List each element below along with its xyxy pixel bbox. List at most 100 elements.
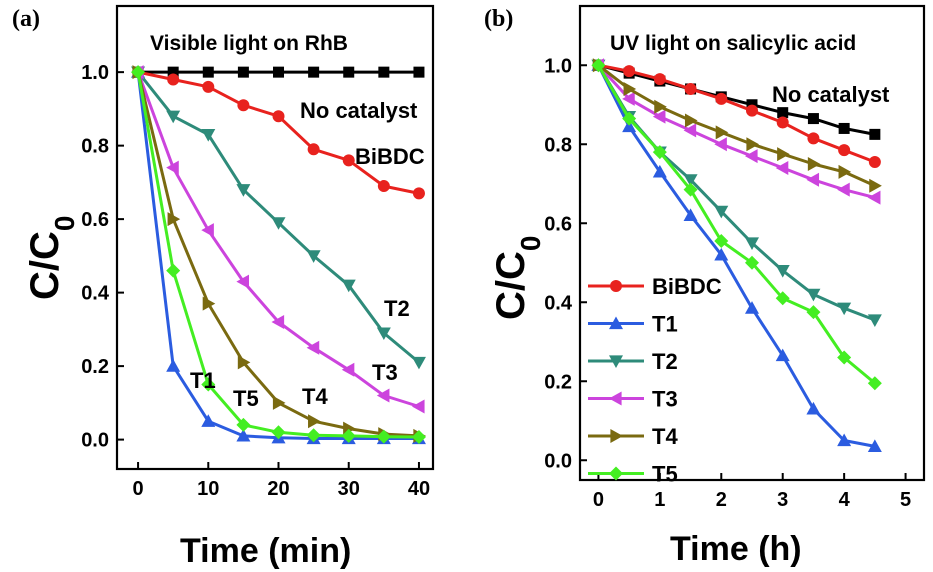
- data-point-t2: [775, 265, 790, 278]
- panel-a: (a) Visible light on RhB 0.0 0.2 0.4 0.6 0.8…: [12, 4, 435, 570]
- data-point-t5: [376, 429, 391, 444]
- panel-b-series: [591, 58, 882, 453]
- panel-a-y-ticks: 0.0 0.2 0.4 0.6 0.8 1.0: [81, 62, 124, 452]
- data-point-bibdc: [167, 73, 180, 86]
- x-tick-label: 3: [777, 489, 788, 511]
- panel-a-annot-t1: T1: [190, 368, 216, 393]
- data-point-t3: [775, 160, 789, 175]
- panel-b-label: (b): [484, 6, 513, 32]
- data-point-t4: [654, 99, 667, 114]
- panel-a-title: Visible light on RhB: [150, 32, 348, 55]
- panel-b-y-label: C/C0: [489, 236, 546, 320]
- series-bibdc: [132, 66, 425, 200]
- panel-b-legend: BiBDC T1 T2 T3 T4 T5: [588, 274, 722, 487]
- data-point-t5: [652, 145, 667, 160]
- y-tick-label: 0.0: [81, 430, 109, 452]
- y-tick-label: 0.6: [544, 213, 572, 235]
- y-tick-label: 0.4: [544, 292, 573, 314]
- series-t4: [132, 65, 426, 443]
- x-tick-label: 1: [654, 489, 665, 511]
- series-line-t3: [597, 64, 876, 200]
- legend-marker-t4: [610, 429, 623, 443]
- series-line-t1: [597, 64, 876, 448]
- y-tick-label: 0.2: [81, 356, 109, 378]
- data-point-t4: [807, 157, 821, 171]
- legend-item-t3: T3: [588, 387, 678, 412]
- data-point-t2: [341, 279, 356, 293]
- series-line-bibdc: [598, 63, 876, 164]
- legend-marker-t2: [609, 355, 623, 368]
- panel-a-x-ticks: 0 10 20 30 40: [133, 462, 430, 500]
- legend-label-bibdc: BiBDC: [652, 274, 722, 299]
- y-tick-label: 0.4: [81, 283, 110, 305]
- data-point-t3: [166, 160, 179, 175]
- data-point-t4: [838, 164, 852, 179]
- data-point-t5: [236, 417, 251, 432]
- data-point-t1: [745, 301, 759, 314]
- data-point-t5: [306, 428, 321, 443]
- y-tick-label: 0.8: [544, 134, 572, 156]
- data-point-t3: [341, 362, 355, 377]
- data-point-t1: [236, 428, 251, 442]
- data-point-t2: [201, 129, 216, 142]
- series-t2: [131, 66, 426, 370]
- data-point-t5: [591, 58, 606, 73]
- data-point-t5: [622, 111, 637, 126]
- data-point-t2: [166, 110, 181, 124]
- y-tick-label: 0.0: [544, 450, 572, 472]
- legend-label-t4: T4: [652, 424, 678, 449]
- panel-a-y-label: C/C0: [23, 216, 80, 300]
- panel-b: (b) UV light on salicylic acid 0.0 0.2 0.4…: [484, 4, 926, 568]
- data-point-no-catalyst: [777, 107, 789, 119]
- data-point-t5: [131, 65, 146, 80]
- data-point-bibdc: [202, 80, 215, 93]
- data-point-t4: [623, 81, 637, 96]
- data-point-t3: [745, 149, 758, 164]
- data-point-no-catalyst: [838, 122, 850, 134]
- panel-a-annot-t3: T3: [372, 360, 398, 385]
- y-tick-label: 0.8: [81, 136, 109, 158]
- series-line-t4: [597, 64, 876, 188]
- data-point-bibdc: [776, 116, 789, 129]
- x-tick-label: 0: [133, 478, 144, 500]
- data-point-bibdc: [272, 110, 285, 123]
- panel-b-title: UV light on salicylic acid: [610, 32, 856, 55]
- data-point-t3: [622, 91, 635, 106]
- data-point-t3: [714, 137, 727, 152]
- series-t5: [131, 65, 426, 445]
- y-tick-label: 1.0: [81, 62, 109, 84]
- y-tick-label: 0.6: [81, 209, 109, 231]
- x-tick-label: 30: [338, 478, 360, 500]
- legend-label-t1: T1: [652, 312, 678, 337]
- data-point-t4: [272, 395, 286, 410]
- data-point-no-catalyst: [378, 66, 390, 78]
- x-tick-label: 0: [593, 489, 604, 511]
- data-point-t3: [306, 340, 320, 355]
- data-point-t5: [411, 430, 426, 445]
- panel-a-annot-bibdc: BiBDC: [355, 144, 425, 169]
- data-point-t3: [652, 109, 666, 124]
- data-point-t5: [806, 305, 821, 320]
- data-point-t4: [684, 113, 698, 128]
- data-point-bibdc: [746, 104, 758, 117]
- data-point-no-catalyst: [807, 113, 819, 125]
- data-point-t1: [714, 247, 729, 261]
- data-point-bibdc: [623, 65, 636, 78]
- data-point-bibdc: [684, 82, 697, 95]
- data-point-bibdc: [838, 144, 851, 157]
- legend-item-t5: T5: [588, 462, 678, 487]
- data-point-t4: [308, 414, 321, 429]
- panel-b-y-ticks: 0.0 0.2 0.4 0.6 0.8 1.0: [544, 55, 587, 472]
- series-line-bibdc: [137, 70, 420, 195]
- x-tick-label: 40: [408, 478, 430, 500]
- panel-a-annot-t5: T5: [233, 386, 259, 411]
- data-point-t5: [837, 350, 852, 365]
- data-point-t4: [202, 296, 216, 311]
- data-point-no-catalyst: [167, 66, 179, 78]
- data-point-t1: [806, 401, 821, 415]
- data-point-t5: [166, 263, 181, 278]
- x-tick-label: 4: [839, 489, 851, 511]
- series-t1: [591, 58, 882, 453]
- panel-a-series: [131, 65, 426, 445]
- data-point-t3: [867, 190, 881, 205]
